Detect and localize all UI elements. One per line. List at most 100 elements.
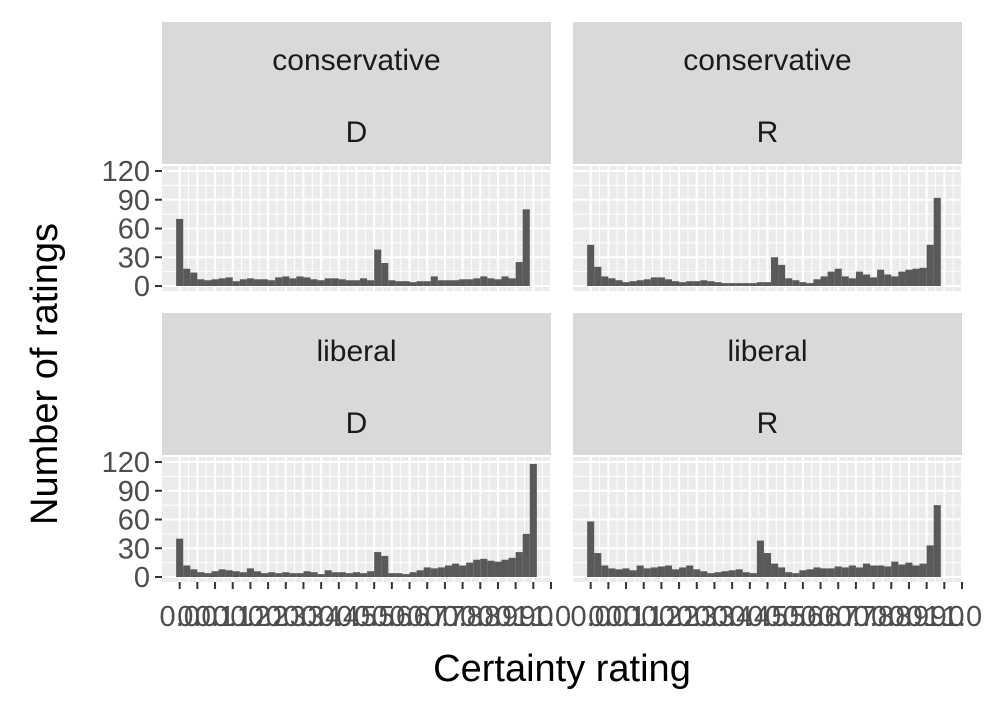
histogram-bar	[289, 278, 297, 286]
x-tick-label: 0.8	[442, 601, 482, 633]
facet-panel-1: conservative R	[573, 22, 963, 291]
histogram-bar	[919, 267, 927, 286]
histogram-bar	[636, 565, 644, 577]
x-tick-label: 0.8	[871, 601, 911, 633]
histogram-bar	[742, 283, 750, 286]
x-tick-label: 0.8	[460, 601, 500, 633]
histogram-bar	[643, 279, 651, 286]
x-tick-label: 1.0	[513, 601, 553, 633]
histogram-bar	[176, 538, 184, 577]
y-tick-label: 120	[102, 156, 150, 188]
histogram-bar	[197, 279, 205, 286]
histogram-bar	[402, 574, 410, 577]
histogram-bar	[608, 568, 616, 577]
histogram-bar	[444, 280, 452, 286]
x-tick-label: 0.9	[478, 601, 518, 633]
histogram-bar	[778, 264, 786, 286]
histogram-bar	[615, 280, 623, 286]
histogram-bar	[714, 572, 722, 577]
histogram-bar	[813, 279, 821, 286]
histogram-bar	[416, 281, 424, 286]
x-tick-label: 1.0	[942, 601, 982, 633]
histogram-bar	[870, 277, 878, 286]
histogram-bar	[622, 568, 630, 577]
x-tick-label: 0.2	[248, 601, 288, 633]
y-tick-label: 60	[118, 505, 150, 537]
histogram-bar	[926, 545, 934, 577]
histogram-bar	[480, 558, 488, 577]
x-tick-label: 0.6	[800, 601, 840, 633]
histogram-bar	[650, 277, 658, 286]
histogram-bar	[622, 282, 630, 286]
histogram-bar	[594, 266, 602, 286]
histogram-bar	[749, 283, 757, 286]
strip-label: liberal	[727, 335, 807, 368]
histogram-bar	[268, 280, 276, 286]
histogram-bar	[771, 257, 779, 286]
histogram-bar	[721, 571, 729, 577]
histogram-bar	[296, 573, 304, 577]
histogram-bar	[395, 573, 403, 577]
histogram-bar	[367, 280, 375, 286]
histogram-bar	[176, 218, 184, 286]
histogram-bar	[785, 278, 793, 286]
histogram-bar	[310, 572, 318, 577]
histogram-bar	[473, 278, 481, 286]
histogram-bar	[855, 271, 863, 286]
histogram-bar	[898, 271, 906, 286]
histogram-bar	[763, 282, 772, 286]
histogram-bar	[721, 283, 729, 286]
histogram-bar	[289, 573, 297, 577]
histogram-bar	[345, 573, 353, 577]
histogram-bar	[636, 280, 644, 286]
histogram-bar	[827, 271, 835, 286]
histogram-bar	[693, 569, 701, 577]
histogram-bar	[303, 571, 311, 577]
x-tick-label: 1.0	[531, 601, 571, 633]
x-tick-label: 0.9	[889, 601, 929, 633]
histogram-bar	[338, 572, 346, 577]
histogram-bar	[211, 571, 219, 577]
x-tick-label: 0.6	[783, 601, 823, 633]
histogram-bar	[679, 282, 687, 286]
y-tick-label: 90	[118, 185, 150, 217]
histogram-bar	[693, 281, 701, 286]
histogram-bar	[253, 571, 262, 577]
histogram-bar	[261, 279, 269, 286]
histogram-bar	[515, 552, 523, 577]
histogram-bar	[487, 560, 495, 577]
histogram-bar	[820, 568, 828, 577]
histogram-bar	[792, 280, 800, 286]
histogram-bar	[792, 573, 800, 577]
histogram-bar	[183, 565, 191, 577]
x-tick-label: 0.0	[160, 601, 200, 633]
histogram-bar	[437, 567, 445, 577]
x-tick-label: 0.4	[301, 601, 341, 633]
histogram-bar	[360, 573, 368, 577]
histogram-bar	[848, 565, 856, 577]
facet-strip	[573, 22, 962, 164]
histogram-bar	[374, 249, 382, 286]
histogram-bar	[522, 533, 530, 577]
histogram-bar	[388, 573, 396, 577]
y-tick-label: 30	[118, 242, 150, 274]
histogram-bar	[834, 268, 842, 286]
histogram-bar	[310, 279, 318, 286]
histogram-bar	[912, 565, 920, 577]
histogram-bar	[296, 276, 304, 286]
histogram-bar	[891, 561, 899, 577]
histogram-bar	[707, 281, 715, 286]
histogram-bar	[437, 280, 445, 286]
histogram-bar	[282, 276, 290, 286]
histogram-bar	[367, 571, 375, 577]
histogram-bar	[190, 272, 198, 286]
histogram-bar	[905, 269, 913, 286]
histogram-bar	[657, 277, 665, 286]
histogram-bar	[466, 279, 474, 286]
histogram-bar	[735, 283, 743, 286]
histogram-bar	[246, 278, 254, 286]
x-tick-label: 0.3	[283, 601, 323, 633]
